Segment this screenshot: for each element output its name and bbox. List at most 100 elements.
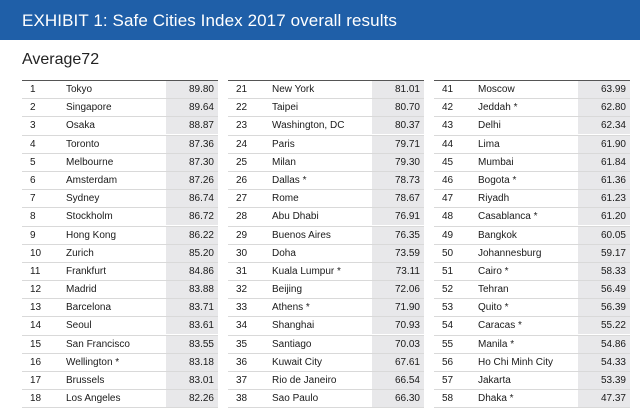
table-row: 16 Wellington * 83.18 <box>22 353 218 372</box>
city-cell: Buenos Aires <box>272 229 331 241</box>
table-row: 51 Cairo * 58.33 <box>434 262 630 282</box>
score-value: 55.22 <box>600 320 626 332</box>
city-cell: Mumbai <box>478 156 514 168</box>
rank-cell: 29 <box>236 229 248 241</box>
table-row: 38 Sao Paulo 66.30 <box>228 390 424 409</box>
score-value: 89.80 <box>188 84 214 95</box>
rank-cell: 32 <box>236 284 248 296</box>
score-cell: 61.90 <box>578 135 630 153</box>
rank-cell: 54 <box>442 320 454 332</box>
score-value: 62.34 <box>600 120 626 132</box>
score-value: 47.37 <box>600 393 626 405</box>
score-cell: 86.72 <box>166 208 218 226</box>
exhibit-title: EXHIBIT 1: Safe Cities Index 2017 overal… <box>22 11 397 30</box>
rank-cell: 28 <box>236 211 248 223</box>
city-cell: Wellington * <box>66 356 120 368</box>
city-cell: Jakarta <box>478 375 511 386</box>
city-cell: Milan <box>272 156 296 168</box>
score-value: 61.20 <box>600 211 626 223</box>
score-value: 79.30 <box>394 156 420 168</box>
table-row: 54 Caracas * 55.22 <box>434 317 630 336</box>
table-row: 46 Bogota * 61.36 <box>434 171 630 191</box>
city-cell: Shanghai <box>272 320 315 332</box>
city-cell: New York <box>272 84 315 95</box>
score-cell: 56.49 <box>578 281 630 299</box>
city-cell: Johannesburg <box>478 247 542 259</box>
city-cell: Delhi <box>478 120 501 132</box>
rank-cell: 46 <box>442 174 454 186</box>
rank-cell: 6 <box>30 174 36 186</box>
score-value: 62.80 <box>600 102 626 114</box>
rank-cell: 47 <box>442 193 454 205</box>
rank-cell: 26 <box>236 174 248 186</box>
city-cell: Dallas * <box>272 174 307 186</box>
score-value: 53.39 <box>600 375 626 386</box>
score-value: 66.54 <box>394 375 420 386</box>
score-value: 61.36 <box>600 174 626 186</box>
score-cell: 56.39 <box>578 299 630 317</box>
rank-cell: 51 <box>442 265 454 277</box>
score-cell: 59.17 <box>578 244 630 262</box>
rank-cell: 4 <box>30 138 36 150</box>
score-value: 73.59 <box>394 247 420 259</box>
score-value: 71.90 <box>394 302 420 314</box>
score-cell: 54.33 <box>578 353 630 371</box>
city-cell: Stockholm <box>66 211 113 223</box>
score-cell: 61.84 <box>578 153 630 171</box>
score-cell: 73.59 <box>372 244 424 262</box>
score-cell: 87.36 <box>166 135 218 153</box>
table-row: 49 Bangkok 60.05 <box>434 226 630 245</box>
score-cell: 80.70 <box>372 99 424 117</box>
score-value: 87.26 <box>188 174 214 186</box>
score-cell: 53.39 <box>578 372 630 389</box>
city-cell: Tehran <box>478 284 509 296</box>
score-value: 83.88 <box>188 284 214 296</box>
score-cell: 86.22 <box>166 226 218 244</box>
rank-cell: 25 <box>236 156 248 168</box>
score-cell: 78.73 <box>372 171 424 189</box>
table-row: 30 Doha 73.59 <box>228 244 424 263</box>
score-value: 86.72 <box>188 211 214 223</box>
rank-cell: 27 <box>236 193 248 205</box>
rank-cell: 3 <box>30 120 36 132</box>
score-value: 61.84 <box>600 156 626 168</box>
table-row: 24 Paris 79.71 <box>228 135 424 154</box>
score-cell: 83.55 <box>166 335 218 353</box>
rank-cell: 22 <box>236 102 248 114</box>
score-value: 61.23 <box>600 193 626 205</box>
city-cell: Caracas * <box>478 320 522 332</box>
average-label: Average72 <box>22 51 100 68</box>
city-cell: Riyadh <box>478 193 510 205</box>
table-row: 34 Shanghai 70.93 <box>228 317 424 336</box>
city-cell: Hong Kong <box>66 229 117 241</box>
city-cell: Singapore <box>66 102 112 114</box>
rank-cell: 13 <box>30 302 42 314</box>
score-value: 67.61 <box>394 356 420 368</box>
city-cell: Paris <box>272 138 295 150</box>
city-cell: Lima <box>478 138 500 150</box>
score-cell: 54.86 <box>578 335 630 353</box>
score-value: 82.26 <box>188 393 214 405</box>
table-row: 37 Rio de Janeiro 66.54 <box>228 372 424 391</box>
table-row: 50 Johannesburg 59.17 <box>434 244 630 263</box>
city-cell: Washington, DC <box>272 120 345 132</box>
rank-cell: 50 <box>442 247 454 259</box>
city-cell: Taipei <box>272 102 299 114</box>
table-row: 17 Brussels 83.01 <box>22 372 218 391</box>
score-value: 80.37 <box>394 120 420 132</box>
table-row: 31 Kuala Lumpur * 73.11 <box>228 262 424 282</box>
score-value: 87.30 <box>188 156 214 168</box>
table-row: 53 Quito * 56.39 <box>434 299 630 318</box>
rank-cell: 34 <box>236 320 248 332</box>
table-row: 43 Delhi 62.34 <box>434 117 630 136</box>
city-cell: Seoul <box>66 320 92 332</box>
score-cell: 73.11 <box>372 262 424 280</box>
score-value: 60.05 <box>600 229 626 241</box>
score-cell: 55.22 <box>578 317 630 335</box>
score-value: 56.49 <box>600 284 626 296</box>
score-value: 79.71 <box>394 138 420 150</box>
table-row: 21 New York 81.01 <box>228 81 424 100</box>
score-value: 83.01 <box>188 375 214 386</box>
rankings-column-3: 41 Moscow 63.99 42 Jeddah * 62.80 43 Delhi 62.34… <box>434 80 630 415</box>
score-cell: 62.34 <box>578 117 630 135</box>
